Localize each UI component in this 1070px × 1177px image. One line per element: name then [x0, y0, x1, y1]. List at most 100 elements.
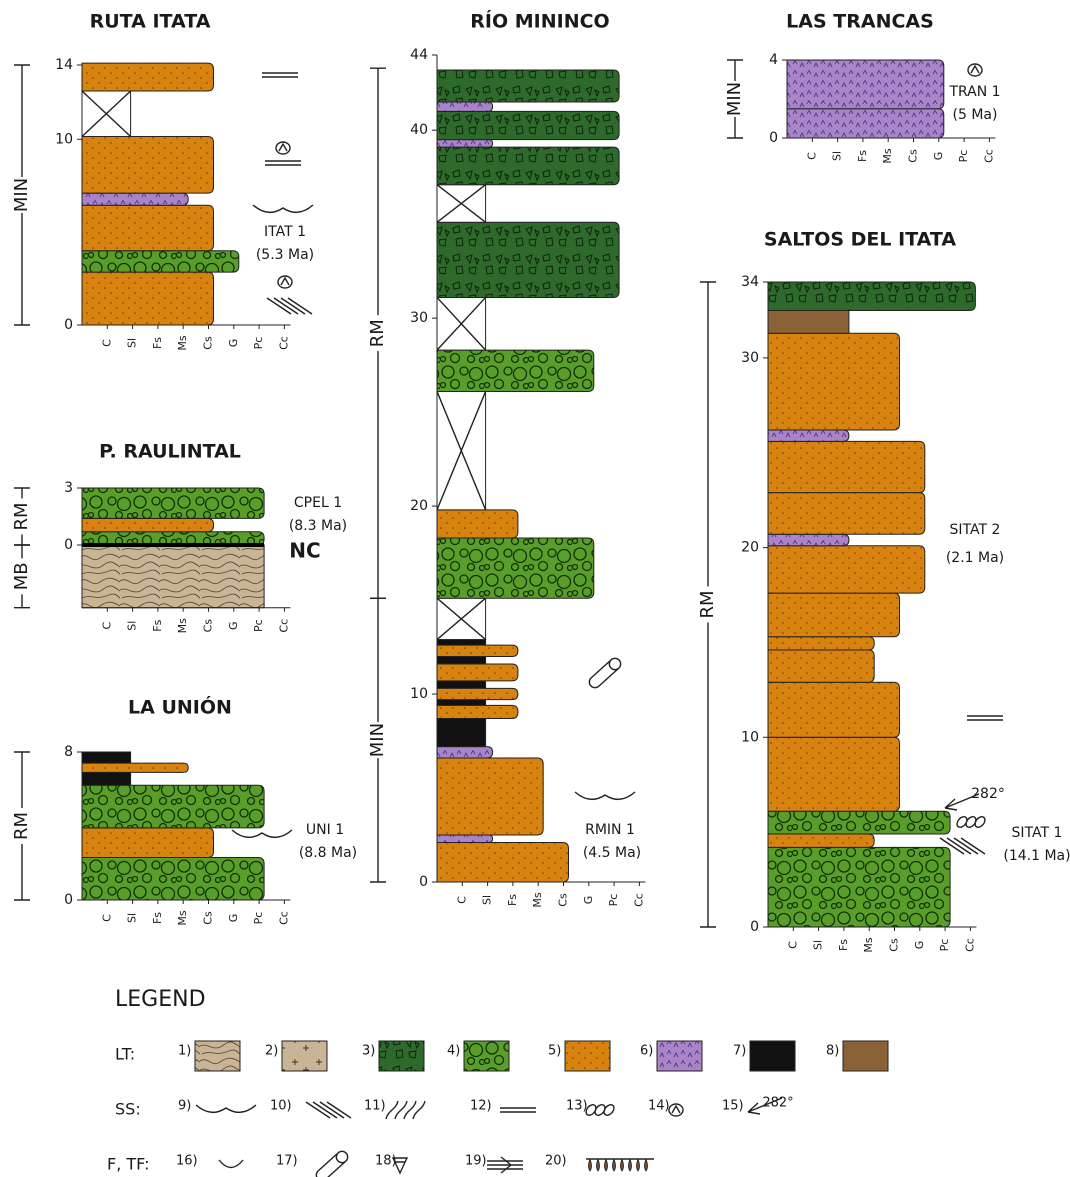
burrows	[597, 1159, 600, 1171]
sample-label: NC	[289, 539, 320, 563]
bed	[437, 688, 518, 699]
unit-label: MIN	[724, 82, 745, 116]
grain-label: Cc	[277, 619, 290, 633]
grain-label: Ms	[176, 910, 189, 925]
bed	[437, 350, 594, 391]
legend-item-number: 16)	[176, 1154, 198, 1169]
grain-label: Pc	[607, 894, 620, 907]
tick-label: 44	[410, 47, 428, 63]
burrows	[589, 1159, 592, 1171]
grain-label: Pc	[252, 619, 265, 632]
bed	[82, 545, 264, 608]
legend-item-number: 19)	[465, 1154, 487, 1169]
column-title: LAS TRANCAS	[786, 11, 934, 33]
sample-label: (8.8 Ma)	[299, 845, 357, 861]
grain-label: Fs	[856, 150, 869, 162]
legend-item-number: 20)	[545, 1154, 567, 1169]
legend-item-number: 2)	[265, 1044, 278, 1059]
grain-label: Ms	[176, 618, 189, 633]
legend-row-label: LT:	[115, 1045, 135, 1064]
trough	[253, 205, 313, 212]
bed	[82, 518, 214, 531]
sample-label: TRAN 1	[948, 84, 1000, 100]
tick-label: 20	[410, 498, 428, 514]
grain-label: Cs	[202, 911, 215, 925]
sample-label: UNI 1	[306, 822, 344, 838]
sample-label: CPEL 1	[294, 495, 342, 511]
bed	[787, 60, 944, 109]
legend-item-number: 3)	[362, 1044, 375, 1059]
bed	[768, 282, 975, 310]
bed	[768, 430, 849, 441]
legend-item-number: 12)	[470, 1099, 492, 1114]
bed	[82, 251, 239, 272]
legend-row-label: SS:	[115, 1100, 141, 1119]
grain-label: Sl	[126, 338, 139, 348]
legend-item-number: 18)	[375, 1154, 397, 1169]
unit-label: RM	[697, 590, 718, 618]
bed	[768, 811, 950, 834]
legend-item-number: 10)	[270, 1099, 292, 1114]
bed	[82, 137, 214, 194]
column-title: RUTA ITATA	[90, 11, 211, 33]
grain-label: Fs	[151, 912, 164, 924]
sample-label: ITAT 1	[264, 224, 306, 240]
parallel-lamination	[262, 73, 298, 77]
grain-label: C	[100, 914, 113, 922]
legend-item-number: 9)	[178, 1099, 191, 1114]
tick-label: 34	[741, 274, 759, 290]
legend-swatch	[464, 1041, 509, 1071]
bed	[768, 546, 925, 593]
bed	[82, 785, 264, 828]
bed	[82, 205, 214, 251]
nodule	[672, 1106, 680, 1113]
legend-item-number: 6)	[640, 1044, 653, 1059]
unit-label: RM	[11, 502, 32, 530]
tick-label: 0	[64, 892, 73, 908]
tick-label: 4	[769, 52, 778, 68]
burrows	[645, 1159, 648, 1171]
bed	[437, 705, 518, 718]
bed	[768, 847, 950, 927]
bed	[768, 493, 925, 535]
unit-label: MB	[11, 562, 32, 590]
grain-label: Cc	[632, 893, 645, 907]
bed	[437, 835, 493, 843]
grain-label: G	[913, 941, 926, 950]
bed	[437, 645, 518, 656]
burrows	[621, 1159, 624, 1171]
tick-label: 0	[64, 317, 73, 333]
bed	[437, 102, 493, 111]
sample-label: (14.1 Ma)	[1003, 848, 1070, 864]
legend-item-number: 13)	[566, 1099, 588, 1114]
grain-label: Pc	[957, 150, 970, 163]
unit-label: MIN	[11, 178, 32, 212]
burrows	[605, 1159, 608, 1171]
convolute	[386, 1101, 425, 1119]
tick-label: 3	[64, 480, 73, 496]
legend-swatch	[195, 1041, 240, 1071]
column-title: LA UNIÓN	[128, 695, 232, 719]
bed	[768, 534, 849, 545]
grain-label: Sl	[126, 621, 139, 631]
bed	[768, 650, 874, 682]
grain-label: Cs	[202, 619, 215, 633]
parallel-lamination	[500, 1108, 536, 1112]
legend-swatch	[282, 1041, 327, 1071]
grain-label: Fs	[151, 619, 164, 631]
sample-label: (8.3 Ma)	[289, 518, 347, 534]
legend-item-number: 15)	[722, 1099, 744, 1114]
bed	[437, 843, 569, 882]
grain-label: Sl	[126, 913, 139, 923]
legend-item-number: 7)	[733, 1044, 746, 1059]
legend-item-number: 8)	[826, 1044, 839, 1059]
bivalve	[219, 1160, 243, 1168]
bed	[768, 637, 874, 650]
bed	[82, 828, 214, 858]
grain-label: C	[805, 152, 818, 160]
bed	[768, 441, 925, 492]
grain-label: C	[786, 941, 799, 949]
bed	[437, 140, 493, 148]
bed	[768, 310, 849, 333]
bed	[768, 737, 900, 811]
